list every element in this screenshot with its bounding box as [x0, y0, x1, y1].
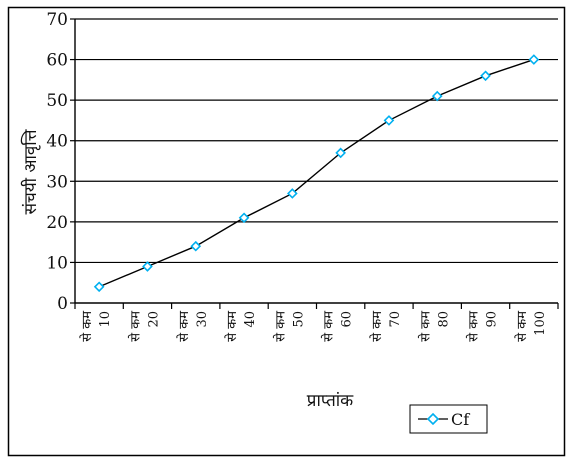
grid-lines [75, 18, 558, 264]
y-tick-label: 40 [46, 132, 68, 152]
x-tick-label: 100 [533, 311, 548, 336]
x-tick-labels: से कम 10 से कम 20 से कम 30 से कम 40 से कम 50 से कम… [79, 311, 548, 342]
data-point [287, 188, 298, 199]
data-point [480, 70, 491, 82]
legend-label-cf: Cf [451, 410, 470, 429]
x-tick-label: से कम [272, 311, 288, 342]
x-tick-label: से कम [176, 311, 192, 342]
data-point [142, 261, 153, 272]
y-tick-label: 10 [46, 253, 68, 273]
outer-border [7, 6, 566, 457]
x-tick-label: 60 [340, 311, 355, 328]
x-axis-title: प्राप्तांक [307, 391, 354, 411]
x-tick-label: 90 [485, 311, 500, 328]
y-tick-label: 70 [46, 10, 68, 30]
x-tick-label: से कम [321, 311, 337, 342]
y-axis-title: संचयी आवृत्ति [20, 129, 41, 214]
data-point [383, 115, 395, 126]
data-point [528, 54, 540, 65]
series-line-cf [98, 58, 535, 288]
x-tick-label: 50 [291, 311, 306, 328]
x-tick-label: से कम [466, 311, 482, 342]
data-point [335, 147, 346, 159]
y-tick-label: 30 [46, 172, 68, 192]
axes [70, 18, 559, 309]
x-tick-label: 70 [388, 311, 403, 328]
data-point [238, 212, 250, 224]
x-tick-label: 30 [195, 311, 210, 328]
x-tick-label: 10 [98, 311, 113, 328]
x-tick-label: से कम [224, 311, 240, 342]
series-cf [93, 54, 540, 293]
data-point [190, 240, 202, 252]
x-tick-label: से कम [514, 311, 530, 342]
x-tick-label: से कम [127, 311, 143, 342]
data-point [431, 90, 443, 102]
x-tick-label: 20 [146, 311, 161, 328]
data-point [93, 281, 105, 293]
y-tick-label: 0 [57, 294, 68, 314]
x-tick-label: 40 [243, 311, 258, 328]
x-tick-label: से कम [417, 311, 433, 342]
y-tick-label: 60 [46, 51, 68, 71]
x-tick-label: 80 [436, 311, 451, 328]
y-tick-labels: 0 10 20 30 40 50 60 70 [46, 10, 68, 314]
x-tick-label: से कम [369, 311, 385, 342]
x-tick-label: से कम [79, 311, 95, 342]
y-tick-label: 50 [46, 91, 68, 111]
y-tick-label: 20 [46, 213, 68, 233]
legend-marker-diamond [426, 412, 440, 426]
legend: Cf [409, 404, 488, 434]
